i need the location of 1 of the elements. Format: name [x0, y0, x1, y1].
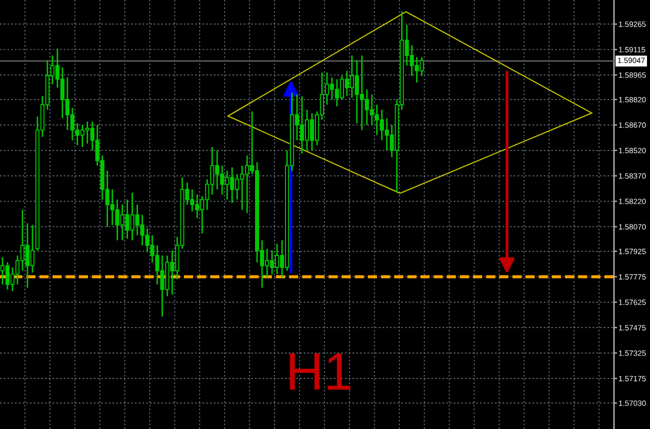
annotation: H1	[290, 353, 350, 390]
